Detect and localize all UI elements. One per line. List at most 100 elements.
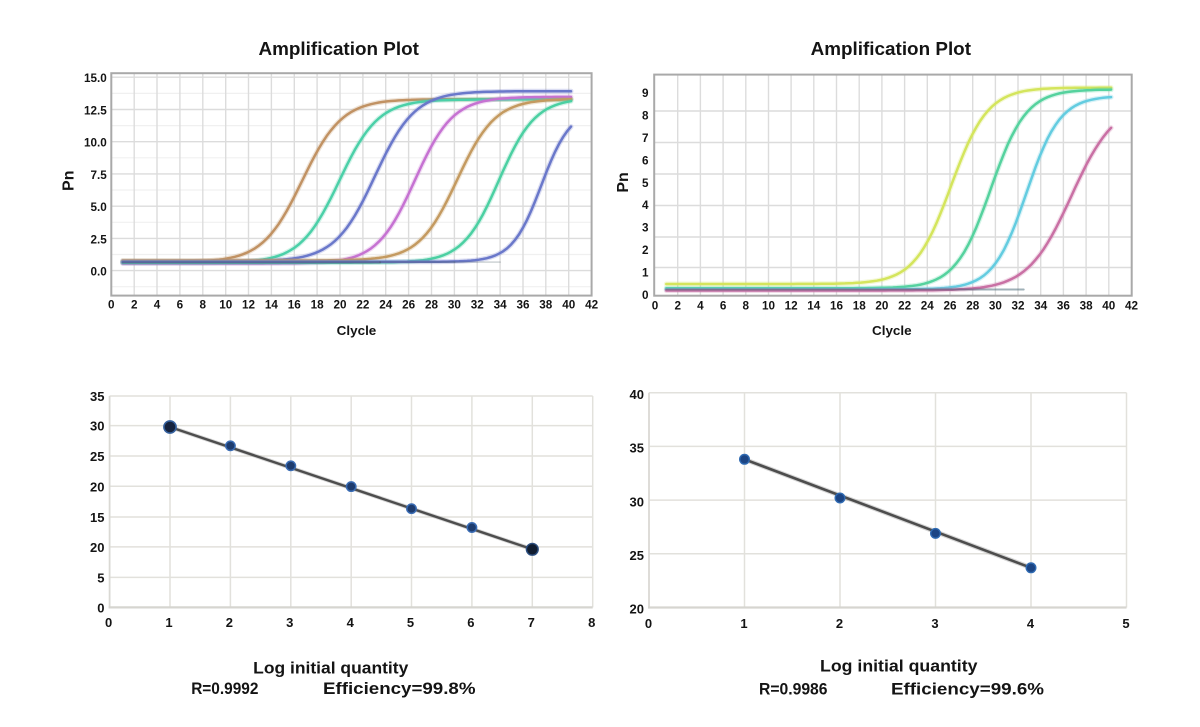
svg-text:8: 8 xyxy=(200,299,207,312)
svg-text:Efficiency=99.6%: Efficiency=99.6% xyxy=(891,679,1044,698)
svg-text:20: 20 xyxy=(90,479,104,494)
svg-text:5: 5 xyxy=(407,615,414,630)
svg-text:24: 24 xyxy=(921,300,935,313)
svg-text:25: 25 xyxy=(90,449,104,464)
svg-text:4: 4 xyxy=(697,300,704,313)
svg-text:5: 5 xyxy=(642,177,649,190)
svg-text:20: 20 xyxy=(333,299,347,312)
svg-text:0: 0 xyxy=(97,601,104,616)
svg-text:40: 40 xyxy=(1102,300,1116,313)
svg-text:3: 3 xyxy=(286,615,293,630)
svg-text:34: 34 xyxy=(1034,300,1048,313)
svg-text:30: 30 xyxy=(90,419,104,434)
svg-text:3: 3 xyxy=(931,616,938,631)
svg-text:8: 8 xyxy=(642,110,649,123)
svg-text:42: 42 xyxy=(1125,300,1139,313)
svg-text:12: 12 xyxy=(242,299,256,312)
svg-text:2: 2 xyxy=(642,244,649,257)
svg-text:4: 4 xyxy=(1027,616,1035,631)
svg-text:Pn: Pn xyxy=(615,172,632,192)
svg-text:9: 9 xyxy=(642,87,649,100)
svg-text:14: 14 xyxy=(807,300,821,313)
svg-text:32: 32 xyxy=(471,299,485,312)
svg-text:1: 1 xyxy=(740,616,747,631)
svg-text:Efficiency=99.8%: Efficiency=99.8% xyxy=(323,679,476,698)
svg-text:20: 20 xyxy=(630,602,644,617)
svg-text:5.0: 5.0 xyxy=(91,201,108,214)
svg-text:2.5: 2.5 xyxy=(91,233,108,246)
svg-text:15.0: 15.0 xyxy=(84,72,107,85)
svg-text:30: 30 xyxy=(630,494,644,509)
svg-text:32: 32 xyxy=(1011,300,1025,313)
svg-text:8: 8 xyxy=(743,300,750,313)
svg-text:5: 5 xyxy=(1122,616,1129,631)
svg-text:28: 28 xyxy=(425,299,439,312)
svg-text:6: 6 xyxy=(720,300,727,313)
svg-text:Log initial quantity: Log initial quantity xyxy=(253,658,409,677)
svg-text:1: 1 xyxy=(642,267,649,280)
svg-text:15: 15 xyxy=(90,510,104,525)
svg-text:42: 42 xyxy=(585,299,599,312)
svg-text:36: 36 xyxy=(1057,300,1071,313)
svg-text:6: 6 xyxy=(467,615,474,630)
svg-text:12.5: 12.5 xyxy=(84,104,107,117)
svg-text:Amplification Plot: Amplification Plot xyxy=(811,39,971,59)
svg-text:38: 38 xyxy=(1080,300,1094,313)
svg-text:38: 38 xyxy=(539,299,553,312)
svg-text:6: 6 xyxy=(177,299,184,312)
svg-text:Clycle: Clycle xyxy=(337,323,377,338)
svg-text:22: 22 xyxy=(356,299,370,312)
svg-text:2: 2 xyxy=(674,300,681,313)
svg-text:10: 10 xyxy=(219,299,233,312)
svg-text:5: 5 xyxy=(97,571,104,586)
svg-text:22: 22 xyxy=(898,300,912,313)
svg-text:28: 28 xyxy=(966,300,980,313)
svg-text:6: 6 xyxy=(642,154,649,167)
svg-text:35: 35 xyxy=(630,441,644,456)
svg-text:24: 24 xyxy=(379,299,393,312)
svg-text:R=0.9986: R=0.9986 xyxy=(759,679,828,698)
svg-text:16: 16 xyxy=(830,300,844,313)
svg-text:2: 2 xyxy=(836,616,843,631)
svg-text:14: 14 xyxy=(265,299,279,312)
svg-text:4: 4 xyxy=(347,615,355,630)
svg-text:20: 20 xyxy=(875,300,889,313)
svg-text:0: 0 xyxy=(652,300,659,313)
svg-text:8: 8 xyxy=(588,615,595,630)
svg-text:30: 30 xyxy=(989,300,1003,313)
svg-text:18: 18 xyxy=(311,299,325,312)
svg-text:25: 25 xyxy=(630,548,644,563)
svg-text:34: 34 xyxy=(494,299,508,312)
svg-text:4: 4 xyxy=(642,199,649,212)
svg-text:2: 2 xyxy=(226,615,233,630)
svg-text:4: 4 xyxy=(154,299,161,312)
svg-text:16: 16 xyxy=(288,299,302,312)
svg-text:7.5: 7.5 xyxy=(91,169,108,182)
svg-text:0: 0 xyxy=(105,615,112,630)
svg-text:18: 18 xyxy=(853,300,867,313)
svg-text:40: 40 xyxy=(562,299,576,312)
svg-text:26: 26 xyxy=(943,300,957,313)
svg-text:Log initial quantity: Log initial quantity xyxy=(820,656,978,675)
svg-text:0: 0 xyxy=(108,299,115,312)
svg-text:12: 12 xyxy=(785,300,799,313)
svg-text:7: 7 xyxy=(528,615,535,630)
svg-text:Pn: Pn xyxy=(61,170,78,190)
svg-text:1: 1 xyxy=(165,615,172,630)
svg-text:35: 35 xyxy=(90,389,104,404)
svg-text:26: 26 xyxy=(402,299,416,312)
svg-text:R=0.9992: R=0.9992 xyxy=(191,679,258,698)
svg-text:30: 30 xyxy=(448,299,462,312)
svg-text:7: 7 xyxy=(642,132,649,145)
svg-text:10: 10 xyxy=(762,300,776,313)
svg-text:36: 36 xyxy=(516,299,530,312)
svg-text:40: 40 xyxy=(630,387,644,402)
svg-text:0: 0 xyxy=(642,289,649,302)
svg-text:0: 0 xyxy=(645,616,652,631)
svg-text:3: 3 xyxy=(642,222,649,235)
svg-text:10.0: 10.0 xyxy=(84,137,107,150)
svg-text:Clycle: Clycle xyxy=(872,323,912,338)
svg-text:0.0: 0.0 xyxy=(91,266,108,279)
svg-text:2: 2 xyxy=(131,299,138,312)
svg-text:Amplification Plot: Amplification Plot xyxy=(259,39,419,59)
